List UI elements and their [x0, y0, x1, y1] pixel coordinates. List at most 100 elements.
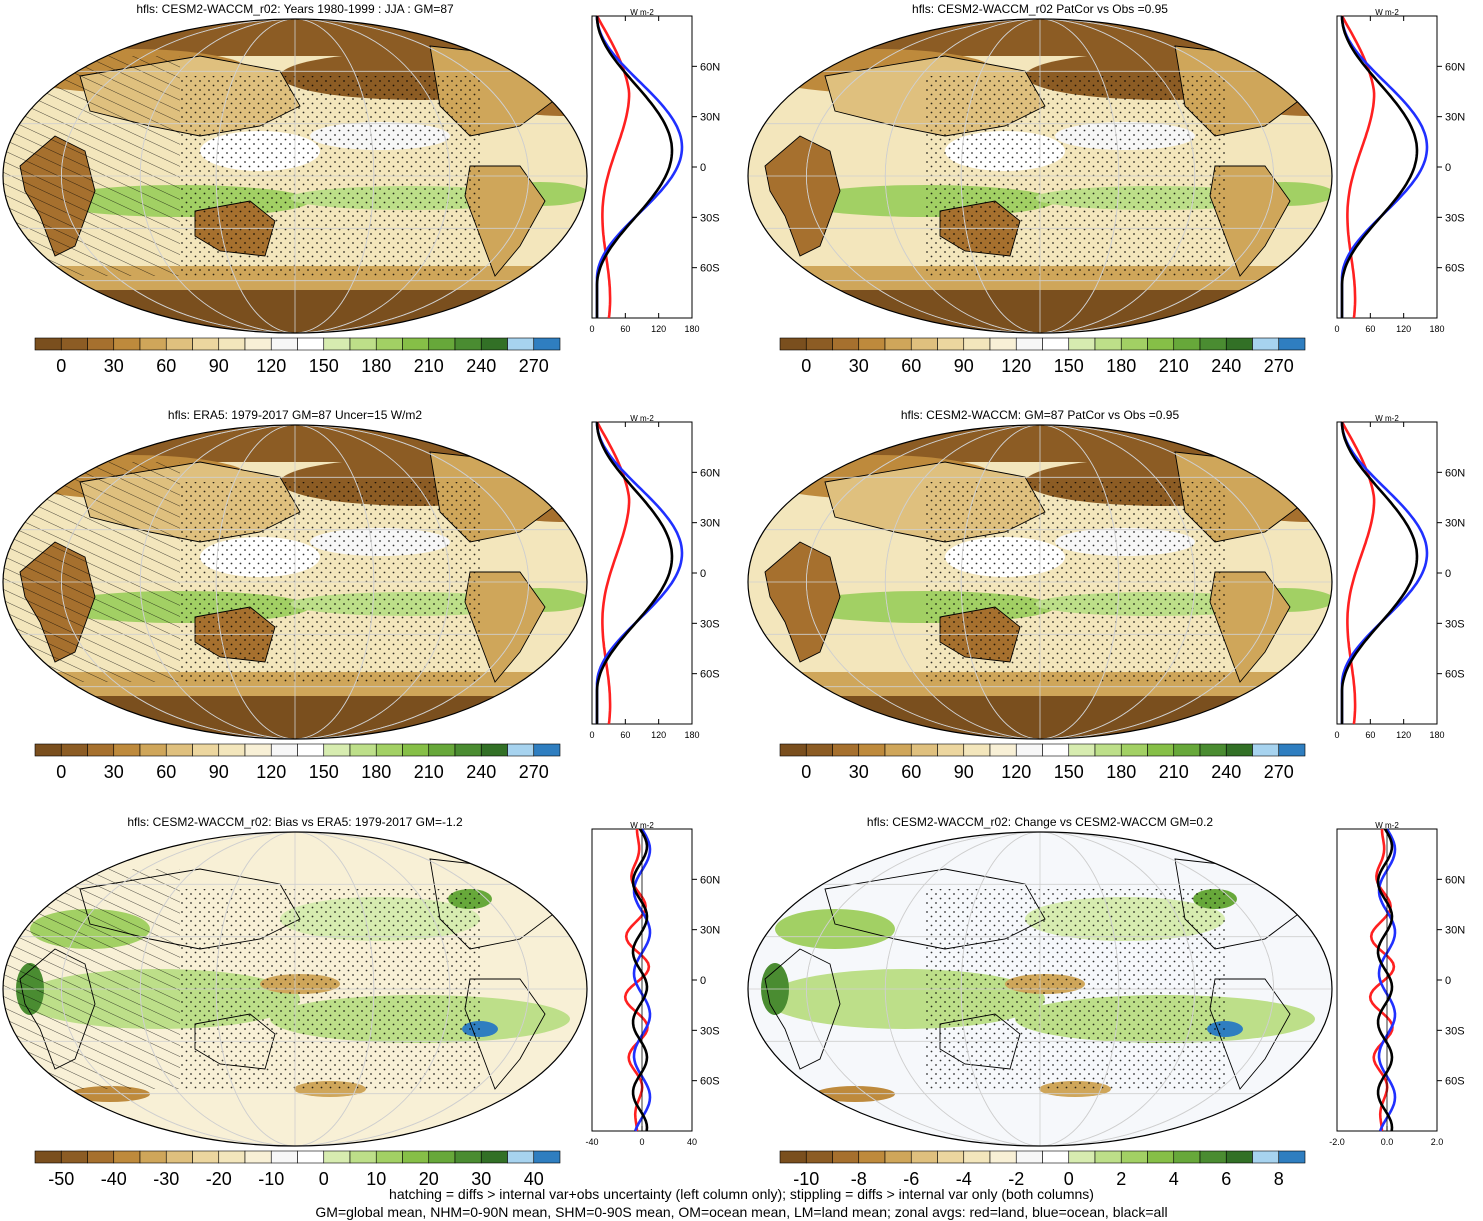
map-frame [747, 424, 1333, 740]
colorbar-label: -50 [48, 1169, 74, 1189]
colorbar: -50-40-30-20-1001020304050 [34, 1150, 561, 1189]
colorbar-swatch [34, 743, 62, 757]
colorbar-swatch [1252, 1150, 1280, 1164]
colorbar: -10-8-6-4-20246810 [779, 1150, 1306, 1189]
colorbar-label: 60 [156, 762, 176, 782]
colorbar-label: 60 [901, 762, 921, 782]
colorbar-label: 90 [954, 356, 974, 376]
colorbar-swatch [218, 1150, 246, 1164]
colorbar-swatch [113, 743, 141, 757]
colorbar-swatch [1173, 1150, 1201, 1164]
panel-model-patcor: hfls: CESM2-WACCM_r02 PatCor vs Obs =0.9… [745, 0, 1483, 405]
profile-lat-tick: 60S [1445, 1076, 1465, 1088]
profile-lat-tick: 60N [1445, 874, 1465, 886]
profile-lat-tick: 30N [700, 518, 720, 530]
panel-change-vs-ensemble: hfls: CESM2-WACCM_r02: Change vs CESM2-W… [745, 813, 1483, 1218]
profile-lat-tick: 30S [1445, 212, 1465, 224]
colorbar-label: -4 [956, 1169, 972, 1189]
profile-value-tick: 120 [1396, 324, 1411, 334]
eurasia-anomaly [775, 909, 895, 949]
colorbar-swatch [1015, 337, 1043, 351]
colorbar-label: 30 [849, 762, 869, 782]
colorbar-swatch [87, 1150, 115, 1164]
colorbar-label: 120 [1001, 356, 1031, 376]
colorbar-label: 60 [156, 356, 176, 376]
colorbar-swatch [60, 1150, 88, 1164]
colorbar-label: 270 [1264, 356, 1294, 376]
footer-note-means: GM=global mean, NHM=0-90N mean, SHM=0-90… [315, 1204, 1168, 1220]
colorbar-swatch [270, 337, 298, 351]
colorbar-swatch [192, 337, 220, 351]
profile-lat-tick: 60S [700, 669, 720, 681]
graticule [748, 832, 1332, 1146]
colorbar-label: 30 [104, 762, 124, 782]
colorbar-swatch [375, 743, 403, 757]
profile-lat-tick: 60S [700, 263, 720, 275]
colorbar-label: 240 [466, 762, 496, 782]
colorbar-swatch [1199, 743, 1227, 757]
colorbar-swatch [910, 743, 938, 757]
profile-value-tick: 60 [620, 730, 630, 740]
profile-lat-tick: 30S [700, 212, 720, 224]
colorbar-swatch [1147, 337, 1175, 351]
map-frame [2, 424, 588, 740]
colorbar-label: 0 [801, 762, 811, 782]
colorbar-swatch [349, 743, 377, 757]
graticule [748, 425, 1332, 739]
colorbar-label: 270 [519, 762, 549, 782]
panel-era5-climatology: hfls: ERA5: 1979-2017 GM=87 Uncer=15 W/m… [0, 406, 740, 811]
land-zonal-mean [1368, 828, 1396, 1132]
colorbar-swatch [507, 743, 535, 757]
colorbar-swatch [858, 1150, 886, 1164]
colorbar-swatch [937, 337, 965, 351]
colorbar-swatch [270, 743, 298, 757]
colorbar-swatch [375, 1150, 403, 1164]
colorbar-swatch [244, 1150, 272, 1164]
colorbar: 0306090120150180210240270300 [779, 337, 1306, 376]
colorbar-swatch [297, 337, 325, 351]
profile-value-tick: 0 [589, 730, 594, 740]
colorbar-label: 240 [466, 356, 496, 376]
panel-ensemble-patcor: hfls: CESM2-WACCM: GM=87 PatCor vs Obs =… [745, 406, 1483, 811]
panel-title: hfls: CESM2-WACCM_r02: Bias vs ERA5: 197… [127, 815, 463, 829]
ocean-zonal-mean [1377, 828, 1397, 1132]
colorbar-swatch [1094, 743, 1122, 757]
colorbar-swatch [454, 1150, 482, 1164]
colorbar-swatch [454, 743, 482, 757]
colorbar-label: 210 [414, 762, 444, 782]
colorbar-swatch [963, 743, 991, 757]
all-zonal-mean [595, 421, 674, 724]
colorbar-swatch [884, 337, 912, 351]
colorbar-swatch [1173, 337, 1201, 351]
profile-unit: W m-2 [1375, 8, 1399, 17]
colorbar-swatch [805, 1150, 833, 1164]
world-map [2, 18, 588, 334]
ocean-zonal-mean [1340, 421, 1429, 724]
zonal-mean-profile: W m-2 60N 30N 0 30S 60S -40 0 40 [585, 821, 720, 1147]
all-zonal-mean [1340, 15, 1419, 318]
colorbar-swatch [1147, 743, 1175, 757]
hatching [3, 462, 180, 682]
profile-lat-tick: 0 [700, 568, 706, 580]
colorbar-swatch [480, 1150, 508, 1164]
colorbar-label: 210 [414, 356, 444, 376]
panel-title: hfls: CESM2-WACCM_r02: Years 1980-1999 :… [136, 2, 454, 16]
colorbar-swatch [1068, 743, 1096, 757]
colorbar-label: 40 [524, 1169, 544, 1189]
colorbar-swatch [779, 1150, 807, 1164]
colorbar-label: 30 [104, 356, 124, 376]
colorbar-swatch [779, 337, 807, 351]
profile-value-tick: 2.0 [1431, 1137, 1444, 1147]
colorbar-swatch [963, 337, 991, 351]
colorbar-swatch [1225, 1150, 1253, 1164]
colorbar-swatch [1173, 743, 1201, 757]
colorbar-label: 0 [56, 762, 66, 782]
land-zonal-mean [1340, 15, 1376, 319]
colorbar-swatch [218, 337, 246, 351]
colorbar-swatch [779, 743, 807, 757]
colorbar-swatch [1042, 743, 1070, 757]
colorbar-swatch [139, 743, 167, 757]
colorbar-label: 0 [56, 356, 66, 376]
colorbar-swatch [113, 1150, 141, 1164]
colorbar-swatch [323, 1150, 351, 1164]
